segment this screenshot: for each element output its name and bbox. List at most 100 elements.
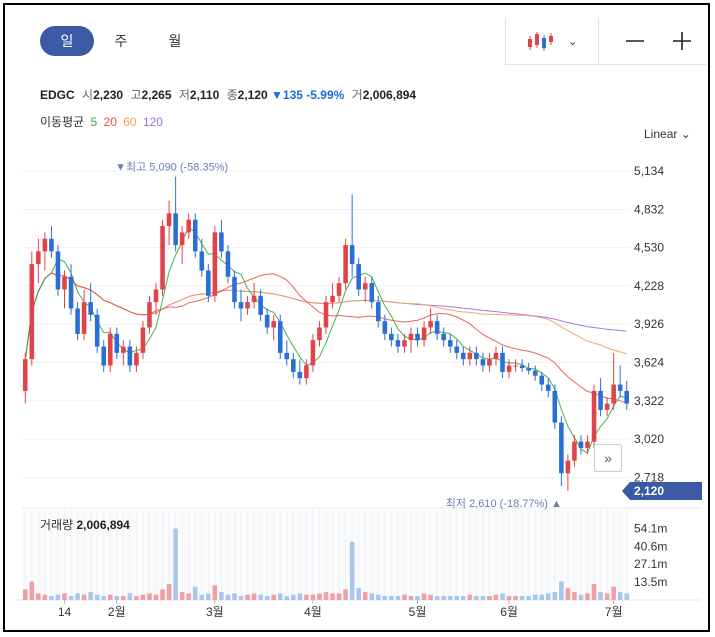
volume-bar (421, 593, 427, 600)
candle-body (369, 283, 375, 303)
high-label: 고 (130, 88, 142, 102)
volume-bar (160, 589, 165, 600)
candle-body (559, 422, 564, 474)
candle-body (238, 302, 244, 309)
volume-bar (402, 594, 407, 600)
candle-body (199, 251, 205, 271)
volume-bar (271, 594, 276, 600)
price-tick-label: 3,926 (634, 317, 664, 331)
candle-body (362, 283, 368, 290)
volume-bar (572, 592, 577, 600)
volume-bar (101, 596, 107, 600)
candlestick-icon (528, 32, 553, 51)
open-value: 2,230 (93, 88, 124, 102)
chevron-down-icon: ⌄ (680, 127, 691, 141)
volume-bar (206, 593, 211, 600)
plus-icon (673, 32, 691, 50)
candle-body (134, 352, 139, 366)
candle-body (304, 365, 309, 379)
ma-5[interactable]: 5 (90, 115, 98, 129)
volume-value: 2,006,894 (362, 88, 417, 102)
candle-body (421, 327, 427, 341)
volume-tick-label: 13.5m (634, 575, 667, 589)
volume-bar (591, 584, 597, 600)
volume-bar (297, 593, 303, 600)
volume-bar (114, 596, 120, 600)
volume-bar (277, 593, 283, 600)
candle-body (284, 352, 290, 360)
candle-body (101, 346, 107, 366)
candle-body (245, 302, 250, 309)
candle-body (166, 213, 172, 227)
candle-body (487, 359, 492, 366)
candle-body (81, 302, 87, 334)
scale-mode-selector[interactable]: Linear ⌄ (644, 127, 691, 141)
ma-60[interactable]: 60 (123, 115, 137, 129)
price-tick-label: 5,134 (634, 164, 664, 178)
zoom-in-button[interactable] (671, 30, 693, 52)
candle-body (94, 314, 100, 347)
volume-bar (382, 596, 388, 600)
volume-bar (212, 585, 218, 600)
candle-body (160, 226, 165, 290)
candle-body (461, 352, 466, 360)
volume-bar (493, 594, 499, 600)
ma-label: 이동평균 (40, 115, 85, 129)
candle-body (121, 346, 126, 353)
candle-body (604, 403, 610, 410)
volume-bar (68, 596, 74, 600)
volume-bar (127, 593, 133, 600)
x-tick-label: 4월 (304, 605, 322, 619)
ma-20[interactable]: 20 (103, 115, 117, 129)
tab-2[interactable]: 월 (168, 33, 182, 49)
volume-bar (330, 593, 335, 600)
candle-body (147, 302, 152, 328)
volume-bar (232, 593, 237, 600)
x-tick-label: 7월 (605, 605, 623, 619)
minus-icon (626, 40, 644, 42)
candle-body (127, 346, 133, 366)
tab-1[interactable]: 주 (114, 33, 128, 49)
volume-bar (219, 592, 224, 600)
volume-bar (487, 596, 492, 600)
volume-bar (245, 594, 250, 600)
min-price-annotation: 최저 2,610 (-18.77%) ▲ (446, 497, 562, 510)
volume-bar (62, 593, 67, 600)
last-price-tag: 2,120 (622, 482, 702, 500)
zoom-out-button[interactable] (624, 30, 646, 52)
close-value: 2,120 (237, 88, 268, 102)
candle-body (389, 333, 394, 341)
ma-120[interactable]: 120 (142, 115, 163, 129)
candle-body (441, 333, 446, 341)
candle-body (585, 441, 590, 448)
volume-bar (36, 593, 41, 600)
volume-bar (611, 586, 616, 600)
candle-body (317, 327, 322, 341)
candle-body (591, 390, 597, 442)
candle-body (480, 359, 486, 366)
volume-bar (467, 594, 473, 600)
candle-body (232, 276, 237, 303)
price-tick-label: 3,322 (634, 394, 664, 408)
volume-bar (461, 596, 466, 600)
chart-type-selector[interactable]: ⌄ (526, 28, 586, 54)
candle-body (22, 359, 28, 391)
volume-bar (395, 596, 401, 600)
volume-bar (539, 594, 545, 600)
volume-bar (389, 596, 394, 600)
candle-body (192, 219, 198, 252)
volume-bar (545, 593, 551, 600)
volume-bar (49, 596, 54, 600)
candle-body (408, 333, 414, 341)
volume-bar (29, 581, 35, 600)
volume-bar (107, 594, 113, 600)
candle-body (29, 264, 35, 360)
candle-body (49, 238, 54, 252)
volume-bar (474, 596, 479, 600)
volume-bar (559, 581, 564, 600)
scroll-latest-button[interactable]: » (594, 444, 622, 472)
candle-body (513, 365, 518, 367)
volume-bar (415, 596, 420, 600)
tab-0[interactable]: 일 (40, 26, 94, 56)
